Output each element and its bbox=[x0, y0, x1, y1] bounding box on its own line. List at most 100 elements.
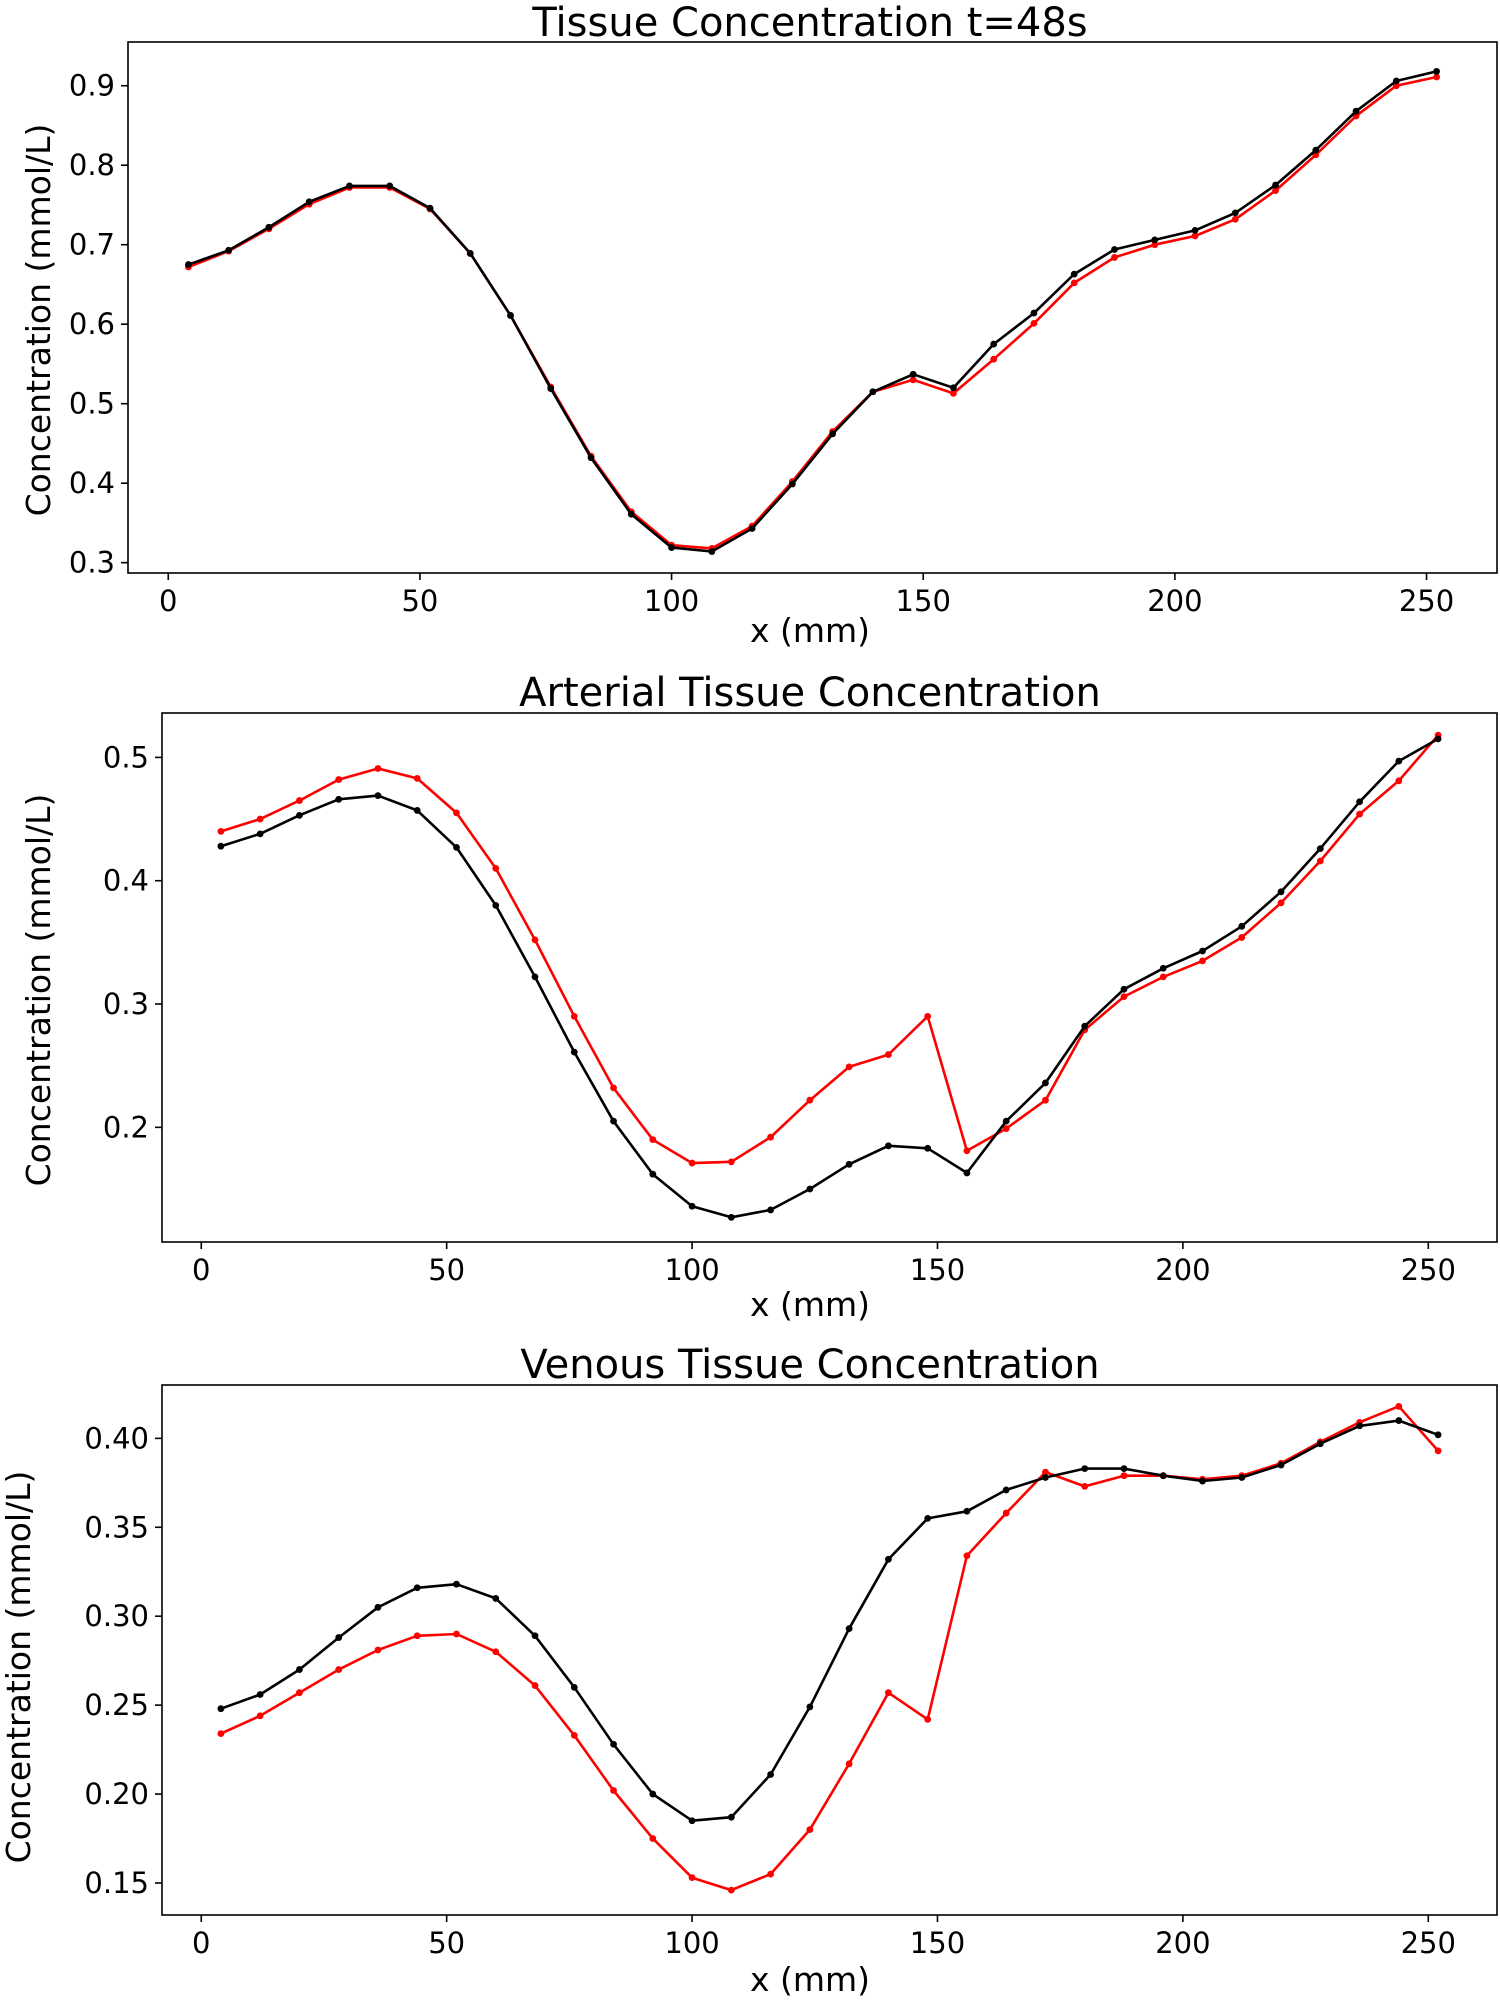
series-line-1 bbox=[220, 1419, 1439, 1822]
data-point bbox=[1231, 215, 1239, 223]
data-point bbox=[1042, 1096, 1049, 1104]
data-point bbox=[453, 1580, 460, 1588]
data-point bbox=[1081, 1465, 1089, 1472]
data-point bbox=[305, 198, 313, 206]
data-point bbox=[426, 204, 434, 212]
data-point bbox=[184, 261, 192, 268]
data-point bbox=[610, 1787, 617, 1794]
data-point bbox=[335, 795, 343, 803]
data-point bbox=[1120, 1465, 1128, 1472]
data-point bbox=[963, 1552, 971, 1560]
data-point bbox=[1199, 957, 1206, 965]
data-point bbox=[296, 1666, 303, 1673]
chart-title: Venous Tissue Concentration bbox=[520, 1342, 1099, 1388]
data-point bbox=[1395, 1417, 1403, 1424]
y-tick-label: 0.8 bbox=[69, 148, 115, 182]
data-point bbox=[492, 1648, 500, 1656]
x-tick-label: 250 bbox=[1401, 1926, 1456, 1960]
data-point bbox=[610, 1740, 617, 1748]
data-point bbox=[374, 792, 382, 800]
x-tick-label: 0 bbox=[192, 1926, 210, 1960]
x-tick-label: 150 bbox=[910, 1926, 965, 1960]
data-point bbox=[492, 901, 500, 909]
data-point bbox=[884, 1051, 892, 1058]
data-point bbox=[767, 1870, 775, 1878]
data-point bbox=[1433, 68, 1441, 75]
data-point bbox=[466, 250, 474, 257]
data-point bbox=[845, 1760, 853, 1768]
data-point bbox=[531, 936, 539, 944]
data-point bbox=[492, 864, 500, 872]
data-point bbox=[296, 811, 303, 819]
data-point bbox=[335, 1666, 343, 1673]
data-point bbox=[990, 340, 998, 348]
data-point bbox=[1238, 934, 1246, 941]
data-point bbox=[1199, 1477, 1206, 1485]
y-tick-label: 0.3 bbox=[69, 546, 115, 580]
data-point bbox=[570, 1012, 578, 1020]
x-tick-label: 50 bbox=[428, 1926, 465, 1960]
data-point bbox=[531, 973, 539, 981]
data-point bbox=[1191, 226, 1199, 234]
data-point bbox=[374, 1603, 382, 1611]
data-point bbox=[924, 1715, 932, 1723]
series-line-1 bbox=[187, 70, 1437, 553]
y-tick-label: 0.5 bbox=[103, 740, 149, 774]
x-tick-label: 100 bbox=[664, 1926, 719, 1960]
x-tick-label: 200 bbox=[1147, 584, 1202, 618]
data-point bbox=[1081, 1022, 1089, 1030]
data-point bbox=[610, 1084, 617, 1092]
data-point bbox=[570, 1683, 578, 1691]
data-point bbox=[413, 1584, 421, 1592]
y-tick-label: 0.2 bbox=[103, 1110, 149, 1144]
x-axis-label: x (mm) bbox=[750, 1285, 870, 1324]
data-point bbox=[1151, 236, 1159, 244]
y-axis-label: Concentration (mmol/L) bbox=[0, 1471, 38, 1864]
data-point bbox=[1120, 1472, 1128, 1480]
data-point bbox=[845, 1063, 853, 1071]
data-point bbox=[296, 1689, 303, 1697]
data-point bbox=[767, 1771, 775, 1778]
data-point bbox=[688, 1159, 696, 1167]
x-tick-label: 200 bbox=[1155, 1253, 1210, 1287]
y-tick-label: 0.40 bbox=[84, 1421, 149, 1455]
x-tick-label: 100 bbox=[664, 1253, 719, 1287]
x-tick-label: 100 bbox=[644, 584, 699, 618]
chart-title: Arterial Tissue Concentration bbox=[519, 670, 1101, 716]
series-line-1 bbox=[220, 737, 1439, 1219]
data-point bbox=[610, 1117, 617, 1125]
y-tick-label: 0.4 bbox=[103, 864, 149, 898]
data-point bbox=[1199, 947, 1206, 955]
series-line-0 bbox=[220, 734, 1440, 1165]
data-point bbox=[265, 223, 273, 231]
data-point bbox=[1316, 845, 1324, 853]
data-point bbox=[1434, 1447, 1442, 1455]
data-point bbox=[1312, 146, 1320, 154]
data-point bbox=[1151, 241, 1159, 249]
y-axis-label: Concentration (mmol/L) bbox=[19, 794, 58, 1187]
data-point bbox=[374, 1646, 382, 1654]
data-point bbox=[688, 1817, 696, 1825]
y-tick-label: 0.7 bbox=[69, 228, 115, 262]
x-tick-label: 0 bbox=[159, 584, 177, 618]
data-point bbox=[990, 355, 998, 363]
data-point bbox=[924, 1144, 932, 1152]
chart-panel-arterial-tissue-concentration: Arterial Tissue Concentration x (mm) Con… bbox=[19, 670, 1498, 1324]
y-tick-label: 0.3 bbox=[103, 987, 149, 1021]
x-tick-label: 150 bbox=[910, 1253, 965, 1287]
data-point bbox=[806, 1826, 814, 1834]
data-point bbox=[806, 1096, 814, 1104]
data-point bbox=[587, 454, 595, 462]
data-point bbox=[845, 1160, 853, 1168]
data-point bbox=[1159, 1472, 1167, 1480]
y-tick-label: 0.35 bbox=[84, 1510, 149, 1544]
data-point bbox=[1356, 1422, 1363, 1430]
data-point bbox=[845, 1625, 853, 1633]
x-tick-label: 150 bbox=[896, 584, 951, 618]
data-point bbox=[1392, 77, 1400, 85]
data-point bbox=[346, 182, 353, 190]
plot-frame bbox=[161, 1384, 1498, 1916]
data-point bbox=[1434, 735, 1442, 743]
data-point bbox=[950, 384, 957, 392]
